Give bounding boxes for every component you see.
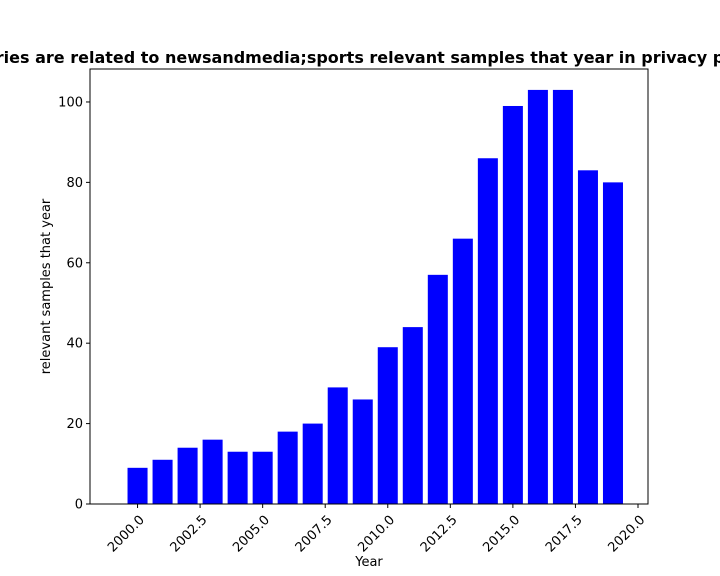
bar-2010 xyxy=(377,347,398,504)
bar-2003 xyxy=(202,439,223,504)
plot-frame xyxy=(89,68,649,505)
x-axis-label: Year xyxy=(354,555,383,570)
bar-2008 xyxy=(327,387,348,504)
bar-2019 xyxy=(602,182,623,504)
y-axis: 0 20 40 60 80 100 xyxy=(58,95,90,513)
chart-title: ries are related to newsandmedia;sports … xyxy=(0,48,720,67)
y-axis-label: relevant samples that year xyxy=(39,198,54,374)
y-tick-label: 60 xyxy=(66,256,83,271)
bar-2013 xyxy=(452,238,473,504)
bar-2007 xyxy=(302,423,323,504)
bar-2017 xyxy=(552,89,573,504)
bar-2014 xyxy=(477,158,498,504)
bar-2000 xyxy=(127,467,148,504)
bar-2005 xyxy=(252,451,273,504)
bar-2016 xyxy=(527,89,548,504)
bar-2004 xyxy=(227,451,248,504)
y-tick-label: 80 xyxy=(66,176,83,191)
bar-2011 xyxy=(402,327,423,504)
y-tick-label: 100 xyxy=(58,95,83,110)
bar-2012 xyxy=(427,274,448,504)
bar-2006 xyxy=(277,431,298,504)
bar-2018 xyxy=(577,170,598,504)
bars-group xyxy=(127,89,623,505)
bar-2002 xyxy=(177,447,198,504)
y-tick-label: 0 xyxy=(75,498,83,513)
bar-2001 xyxy=(152,459,173,504)
y-tick-label: 40 xyxy=(66,337,83,352)
bar-2009 xyxy=(352,399,373,504)
y-tick-label: 20 xyxy=(66,417,83,432)
bar-2015 xyxy=(502,105,523,505)
